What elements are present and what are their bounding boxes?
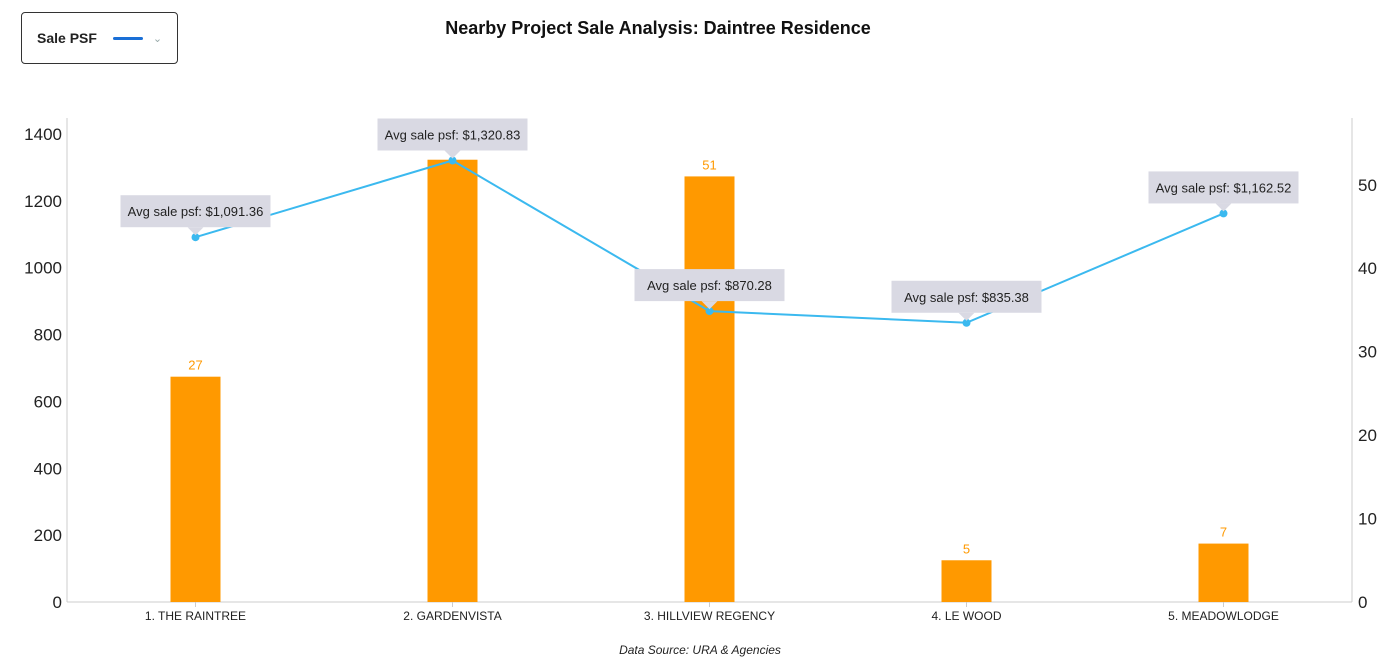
chart-title: Nearby Project Sale Analysis: Daintree R… bbox=[445, 18, 871, 38]
left-tick-label: 600 bbox=[34, 392, 62, 411]
tooltip-pointer bbox=[444, 150, 461, 159]
psf-point bbox=[962, 318, 971, 327]
psf-point bbox=[1219, 209, 1228, 218]
tooltip-pointer bbox=[187, 227, 204, 236]
tooltip-box bbox=[634, 269, 785, 302]
x-tick-label: 2. GARDENVISTA bbox=[403, 609, 501, 623]
left-tick-label: 400 bbox=[34, 459, 62, 478]
x-tick-label: 1. THE RAINTREE bbox=[145, 609, 246, 623]
left-tick-label: 800 bbox=[34, 326, 62, 345]
right-tick-label: 40 bbox=[1358, 259, 1377, 278]
left-tick-label: 1000 bbox=[24, 259, 62, 278]
tooltip-pointer bbox=[958, 312, 975, 321]
left-tick-label: 200 bbox=[34, 526, 62, 545]
series-color-swatch bbox=[112, 36, 143, 40]
x-tick-label: 4. LE WOOD bbox=[931, 609, 1001, 623]
tooltip-box bbox=[377, 118, 528, 151]
x-tick-label: 5. MEADOWLODGE bbox=[1168, 609, 1279, 623]
data-source-note: Data Source: URA & Agencies bbox=[619, 643, 781, 657]
tooltip-box bbox=[120, 195, 271, 228]
bar-value-label: 51 bbox=[702, 157, 716, 172]
right-tick-label: 30 bbox=[1358, 343, 1377, 362]
tooltip-label: Avg sale psf: $1,320.83 bbox=[385, 128, 521, 143]
tooltip-label: Avg sale psf: $1,091.36 bbox=[128, 204, 264, 219]
bar-value-label: 5 bbox=[963, 541, 970, 556]
psf-point bbox=[191, 233, 200, 242]
bar bbox=[1198, 543, 1249, 602]
right-tick-label: 50 bbox=[1358, 176, 1377, 195]
tooltip-pointer bbox=[1215, 203, 1232, 212]
left-tick-label: 0 bbox=[53, 593, 62, 612]
psf-point bbox=[448, 156, 457, 165]
tooltip-box bbox=[891, 280, 1042, 313]
dropdown-label: Sale PSF bbox=[37, 30, 97, 46]
tooltip-pointer bbox=[701, 301, 718, 310]
bar bbox=[684, 176, 735, 602]
right-tick-label: 0 bbox=[1358, 593, 1367, 612]
bar bbox=[170, 376, 221, 602]
bar-value-label: 27 bbox=[188, 358, 202, 373]
bar-value-label: 7 bbox=[1220, 525, 1227, 540]
left-tick-label: 1200 bbox=[24, 192, 62, 211]
left-tick-label: 1400 bbox=[24, 125, 62, 144]
series-select-dropdown[interactable]: Sale PSF ⌄ bbox=[21, 12, 178, 64]
right-tick-label: 20 bbox=[1358, 426, 1377, 445]
bar bbox=[427, 159, 478, 603]
chevron-down-icon: ⌄ bbox=[152, 32, 163, 45]
right-tick-label: 10 bbox=[1358, 510, 1377, 529]
tooltip-label: Avg sale psf: $835.38 bbox=[904, 290, 1029, 305]
x-tick-label: 3. HILLVIEW REGENCY bbox=[644, 609, 775, 623]
psf-point bbox=[705, 307, 714, 316]
tooltip-label: Avg sale psf: $1,162.52 bbox=[1156, 180, 1292, 195]
tooltip-label: Avg sale psf: $870.28 bbox=[647, 278, 772, 293]
bar bbox=[941, 560, 992, 602]
tooltip-box bbox=[1148, 171, 1299, 204]
